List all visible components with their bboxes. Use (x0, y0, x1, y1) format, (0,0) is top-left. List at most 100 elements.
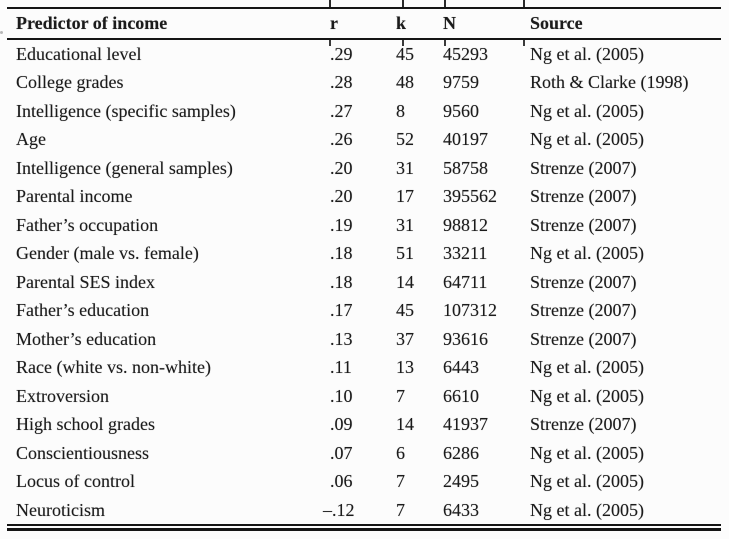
table-row: Age .26 52 40197 Ng et al. (2005) (7, 125, 721, 154)
cell-k: 7 (396, 385, 405, 406)
table-row: Parental SES index .18 14 64711 Strenze … (7, 268, 721, 297)
cell-source: Strenze (2007) (530, 157, 637, 178)
cell-source: Strenze (2007) (530, 328, 637, 349)
cell-source: Ng et al. (2005) (530, 442, 644, 463)
cell-source: Ng et al. (2005) (530, 43, 644, 64)
cell-n: 2495 (443, 471, 479, 492)
cell-source: Strenze (2007) (530, 271, 637, 292)
cell-k: 52 (396, 129, 414, 150)
income-predictors-table: Predictor of income r k N Source Educati… (7, 0, 721, 539)
column-border-tick (402, 0, 404, 7)
cell-r: .29 (330, 43, 353, 64)
cell-k: 48 (396, 72, 414, 93)
cell-r: .06 (330, 471, 353, 492)
cell-source: Ng et al. (2005) (530, 357, 644, 378)
header-r: r (330, 13, 338, 34)
cell-n: 395562 (443, 186, 497, 207)
cell-n: 6433 (443, 499, 479, 520)
table-row: Father’s occupation .19 31 98812 Strenze… (7, 211, 721, 240)
cell-n: 64711 (443, 271, 488, 292)
cell-n: 40197 (443, 129, 488, 150)
cell-predictor: Parental SES index (16, 271, 155, 292)
cell-r: –.12 (323, 499, 355, 520)
cell-n: 107312 (443, 300, 497, 321)
cell-r: .10 (330, 385, 353, 406)
cell-source: Ng et al. (2005) (530, 471, 644, 492)
cell-source: Strenze (2007) (530, 186, 637, 207)
cell-predictor: Educational level (16, 43, 142, 64)
column-border-tick (402, 39, 404, 46)
cell-predictor: Father’s occupation (16, 214, 159, 235)
cell-predictor: Neuroticism (16, 499, 105, 520)
cell-k: 31 (396, 157, 414, 178)
table-top-rule (7, 6, 721, 9)
table-row: Father’s education .17 45 107312 Strenze… (7, 296, 721, 325)
cell-n: 93616 (443, 328, 488, 349)
cell-r: .19 (330, 214, 353, 235)
cell-source: Strenze (2007) (530, 300, 637, 321)
table-row: Intelligence (specific samples) .27 8 95… (7, 97, 721, 126)
column-border-tick (329, 39, 331, 46)
cell-r: .27 (330, 100, 353, 121)
cell-predictor: Extroversion (16, 385, 109, 406)
cell-k: 37 (396, 328, 414, 349)
cell-source: Ng et al. (2005) (530, 129, 644, 150)
cell-source: Roth & Clarke (1998) (530, 72, 689, 93)
cell-predictor: Age (16, 129, 46, 150)
header-k: k (396, 13, 407, 34)
cell-predictor: Conscientiousness (16, 442, 149, 463)
cell-n: 9560 (443, 100, 479, 121)
cell-source: Ng et al. (2005) (530, 499, 644, 520)
table-row: Conscientiousness .07 6 6286 Ng et al. (… (7, 439, 721, 468)
cell-predictor: Parental income (16, 186, 133, 207)
column-border-tick (523, 39, 525, 46)
cell-predictor: Gender (male vs. female) (16, 243, 199, 264)
column-border-tick (444, 39, 446, 46)
cell-k: 51 (396, 243, 414, 264)
cell-k: 7 (396, 499, 405, 520)
cell-n: 6443 (443, 357, 479, 378)
cell-r: .28 (330, 72, 353, 93)
cell-r: .20 (330, 157, 353, 178)
table-row: Educational level .29 45 45293 Ng et al.… (7, 40, 721, 69)
cell-source: Ng et al. (2005) (530, 385, 644, 406)
cell-predictor: Father’s education (16, 300, 150, 321)
cell-r: .11 (330, 357, 352, 378)
cell-r: .20 (330, 186, 353, 207)
table-row: Mother’s education .13 37 93616 Strenze … (7, 325, 721, 354)
cell-k: 31 (396, 214, 414, 235)
table-row: College grades .28 48 9759 Roth & Clarke… (7, 68, 721, 97)
column-border-tick (329, 0, 331, 7)
cell-k: 13 (396, 357, 414, 378)
cell-predictor: High school grades (16, 414, 155, 435)
cell-k: 14 (396, 271, 414, 292)
cell-k: 45 (396, 43, 414, 64)
cell-r: .17 (330, 300, 353, 321)
table-body: Educational level .29 45 45293 Ng et al.… (7, 40, 721, 525)
table-row: Extroversion .10 7 6610 Ng et al. (2005) (7, 382, 721, 411)
table-row: Gender (male vs. female) .18 51 33211 Ng… (7, 239, 721, 268)
cell-source: Ng et al. (2005) (530, 100, 644, 121)
cell-predictor: Race (white vs. non-white) (16, 357, 211, 378)
cell-n: 9759 (443, 72, 479, 93)
cell-k: 17 (396, 186, 414, 207)
scan-artifact-speck (0, 31, 3, 34)
cell-n: 98812 (443, 214, 488, 235)
cell-n: 58758 (443, 157, 488, 178)
table-row: High school grades .09 14 41937 Strenze … (7, 410, 721, 439)
header-underline-rule (7, 37, 721, 40)
table-row: Neuroticism –.12 7 6433 Ng et al. (2005) (7, 496, 721, 525)
column-border-tick (523, 0, 525, 7)
cell-r: .26 (330, 129, 353, 150)
header-predictor-of-income: Predictor of income (16, 13, 168, 34)
cell-source: Strenze (2007) (530, 214, 637, 235)
cell-source: Ng et al. (2005) (530, 243, 644, 264)
cell-r: .09 (330, 414, 353, 435)
header-source: Source (530, 13, 583, 34)
table-row: Parental income .20 17 395562 Strenze (2… (7, 182, 721, 211)
table-row: Race (white vs. non-white) .11 13 6443 N… (7, 353, 721, 382)
table-bottom-rule-lower (7, 528, 721, 531)
column-border-tick (444, 0, 446, 7)
table-row: Locus of control .06 7 2495 Ng et al. (2… (7, 467, 721, 496)
